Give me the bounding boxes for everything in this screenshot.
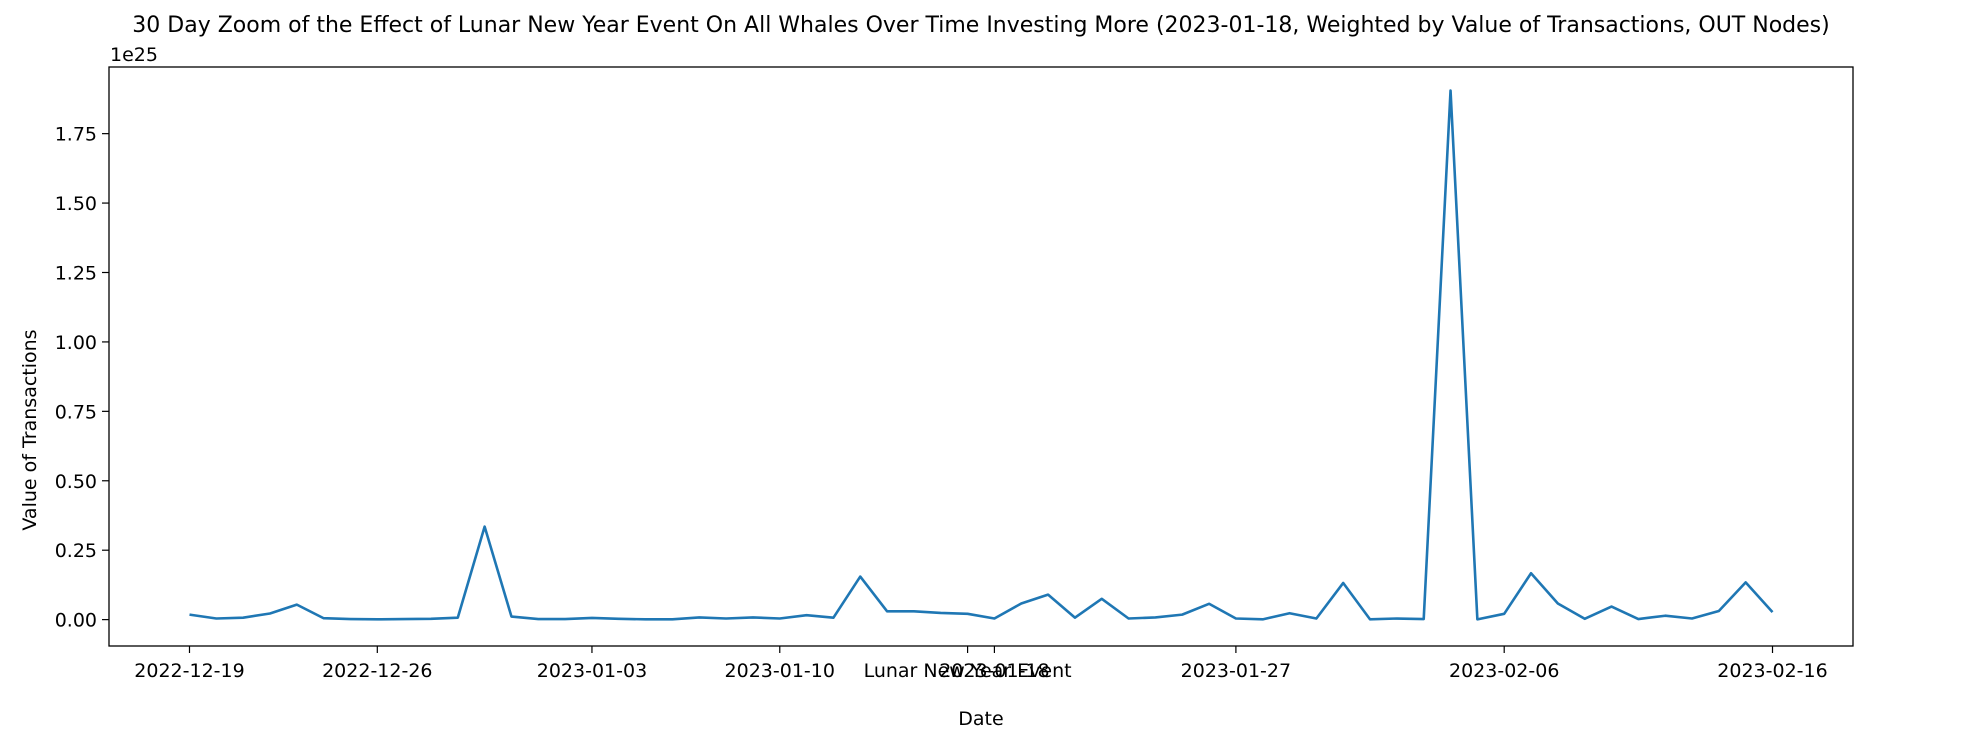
series-line (189, 89, 1774, 621)
y-axis-label: Value of Transactions (19, 329, 41, 531)
x-tick-label: 2023-02-06 (1449, 660, 1559, 682)
chart-title: 30 Day Zoom of the Effect of Lunar New Y… (132, 13, 1830, 38)
y-tick-label: 0.00 (55, 610, 97, 632)
y-tick-label: 0.75 (55, 401, 97, 423)
y-tick-label: 0.50 (55, 471, 97, 493)
y-tick-label: 1.50 (55, 193, 97, 215)
y-axis: 0.00 0.25 0.50 0.75 1.00 1.25 1.50 1.75 (55, 124, 109, 632)
x-tick-label: 2023-01-18 (939, 660, 1049, 682)
x-axis: 2022-12-19 2022-12-26 2023-01-03 2023-01-10… (134, 646, 1828, 682)
x-tick-label: 2023-01-27 (1181, 660, 1291, 682)
x-tick-label: 2023-01-03 (537, 660, 647, 682)
y-tick-label: 0.25 (55, 540, 97, 562)
x-tick-label: 2023-02-16 (1717, 660, 1827, 682)
x-tick-label: 2022-12-19 (134, 660, 244, 682)
y-tick-label: 1.25 (55, 262, 97, 284)
y-tick-label: 1.75 (55, 124, 97, 146)
x-tick-label: 2022-12-26 (322, 660, 432, 682)
x-tick-label: Lunar New Year Event (864, 660, 1072, 682)
plot-frame (108, 66, 1854, 647)
y-tick-label: 1.00 (55, 332, 97, 354)
y-axis-offset-label: 1e25 (110, 44, 158, 66)
plot-layer (189, 89, 1774, 621)
x-tick-label: 2023-01-10 (725, 660, 835, 682)
x-axis-label: Date (958, 708, 1004, 730)
